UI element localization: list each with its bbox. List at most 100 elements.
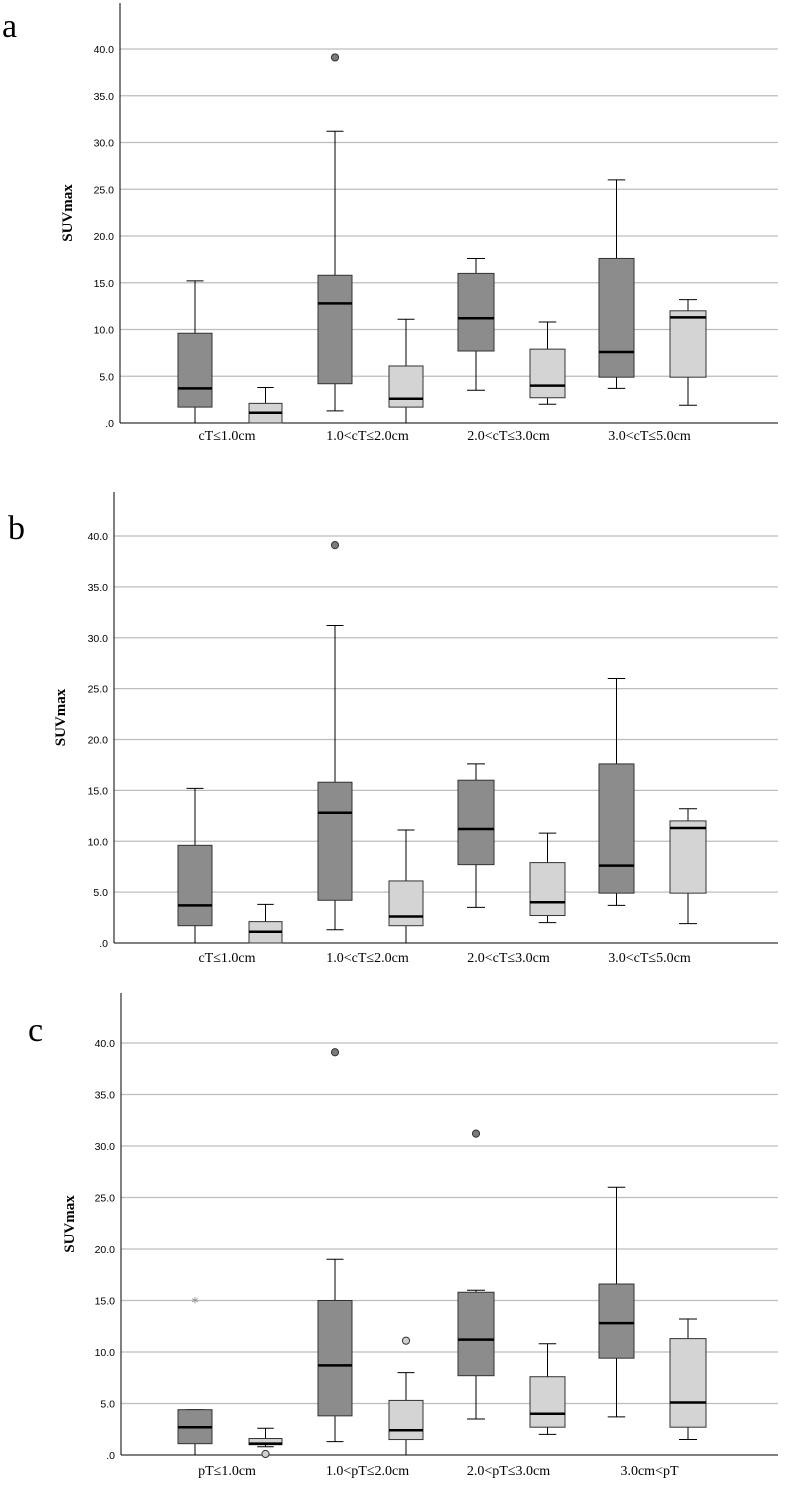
x-tick-label: 1.0<cT≤2.0cm bbox=[326, 429, 409, 444]
box-rect bbox=[388, 880, 424, 927]
outlier-point bbox=[330, 541, 340, 550]
box-dark-0: * bbox=[177, 1296, 213, 1456]
outlier-point bbox=[330, 1048, 340, 1057]
box-dark-1 bbox=[317, 1048, 353, 1443]
outlier-point bbox=[401, 1336, 411, 1345]
outlier-point bbox=[330, 53, 340, 62]
boxplot-a: .0 5.0 10.0 15.0 20.0 25.0 30.0 35.0 40.0 SUVmax c… bbox=[60, 3, 778, 444]
y-axis-label: SUVmax bbox=[53, 688, 69, 746]
y-tick-label: 15.0 bbox=[95, 1296, 116, 1308]
y-tick-label: 15.0 bbox=[88, 785, 109, 797]
box-dark-2 bbox=[457, 257, 495, 391]
box-rect bbox=[457, 272, 495, 352]
y-tick-label: .0 bbox=[99, 938, 108, 950]
y-tick-label: 30.0 bbox=[94, 138, 115, 150]
box-light-3 bbox=[669, 808, 707, 925]
panel-label-c: c bbox=[28, 1012, 44, 1049]
y-tick-label: 35.0 bbox=[88, 582, 109, 594]
box-rect bbox=[529, 1376, 566, 1428]
box-rect bbox=[598, 763, 635, 894]
y-tick-label: 15.0 bbox=[94, 278, 115, 290]
box-dark-2 bbox=[457, 1129, 495, 1420]
x-tick-label: 1.0<cT≤2.0cm bbox=[326, 951, 409, 966]
chart-panel-b: b .0 5.0 10.0 15.0 20.0 25.0 30.0 35.0 40.0 SUVma… bbox=[0, 490, 795, 980]
y-tick-label: 40.0 bbox=[95, 1038, 116, 1050]
x-tick-label: cT≤1.0cm bbox=[198, 951, 255, 966]
box-dark-1 bbox=[317, 541, 353, 931]
y-axis-label: SUVmax bbox=[62, 1195, 78, 1253]
box-light-3 bbox=[669, 1318, 707, 1441]
box-rect bbox=[457, 779, 495, 866]
box-light-1 bbox=[388, 318, 424, 424]
box-rect bbox=[669, 310, 707, 378]
y-tick-label: 25.0 bbox=[94, 184, 115, 196]
y-tick-label: .0 bbox=[105, 418, 114, 430]
y-tick-label: 40.0 bbox=[88, 531, 109, 543]
box-rect bbox=[598, 257, 635, 378]
x-tick-label: 3.0<cT≤5.0cm bbox=[608, 429, 691, 444]
box-rect bbox=[317, 274, 353, 385]
y-tick-label: 30.0 bbox=[95, 1141, 116, 1153]
y-tick-label: 5.0 bbox=[93, 887, 108, 899]
box-light-0 bbox=[248, 903, 283, 944]
x-tick-label: 2.0<pT≤3.0cm bbox=[467, 1464, 550, 1479]
box-rect bbox=[598, 1283, 635, 1359]
extreme-point: * bbox=[192, 1296, 199, 1312]
y-tick-label: 5.0 bbox=[100, 1399, 115, 1411]
box-rect bbox=[669, 820, 707, 894]
box-rect bbox=[177, 332, 213, 408]
box-dark-0 bbox=[177, 787, 213, 944]
x-tick-label: 3.0<cT≤5.0cm bbox=[608, 951, 691, 966]
box-light-2 bbox=[529, 1343, 566, 1435]
chart-panel-a: a .0 5.0 10.0 15.0 20.0 25.0 30.0 35.0 40.0 SUVma… bbox=[0, 0, 795, 490]
y-tick-label: 35.0 bbox=[95, 1090, 116, 1102]
box-rect bbox=[177, 844, 213, 927]
y-tick-label: 20.0 bbox=[94, 231, 115, 243]
y-axis-label: SUVmax bbox=[60, 184, 76, 242]
y-tick-label: 20.0 bbox=[88, 735, 109, 747]
y-tick-label: 30.0 bbox=[88, 633, 109, 645]
x-tick-label: cT≤1.0cm bbox=[198, 429, 255, 444]
box-dark-3 bbox=[598, 677, 635, 906]
y-tick-label: 10.0 bbox=[94, 325, 115, 337]
box-rect bbox=[529, 348, 566, 399]
boxplot-b: .0 5.0 10.0 15.0 20.0 25.0 30.0 35.0 40.0 SUVmax c… bbox=[53, 492, 778, 966]
y-tick-label: 20.0 bbox=[95, 1244, 116, 1256]
outlier-point bbox=[471, 1129, 481, 1138]
box-dark-2 bbox=[457, 763, 495, 908]
x-tick-label: pT≤1.0cm bbox=[198, 1464, 256, 1479]
box-light-2 bbox=[529, 832, 566, 924]
y-tick-label: 10.0 bbox=[95, 1347, 116, 1359]
box-rect bbox=[529, 862, 566, 917]
x-tick-label: 2.0<cT≤3.0cm bbox=[467, 429, 550, 444]
box-rect bbox=[388, 365, 424, 408]
x-tick-label: 1.0<pT≤2.0cm bbox=[326, 1464, 409, 1479]
box-dark-1 bbox=[317, 53, 353, 412]
box-dark-3 bbox=[598, 1186, 635, 1418]
y-tick-label: 5.0 bbox=[99, 371, 114, 383]
box-dark-3 bbox=[598, 179, 635, 389]
y-tick-label: 40.0 bbox=[94, 44, 115, 56]
box-light-1 bbox=[388, 829, 424, 944]
box-dark-0 bbox=[177, 280, 213, 424]
box-light-3 bbox=[669, 299, 707, 406]
box-light-2 bbox=[529, 321, 566, 405]
box-rect bbox=[457, 1291, 495, 1377]
box-rect bbox=[317, 1300, 353, 1417]
y-tick-label: 10.0 bbox=[88, 836, 109, 848]
chart-panel-c: c .0 5.0 10.0 15.0 20.0 25.0 30.0 35.0 40.0 SUVma… bbox=[0, 980, 795, 1487]
boxplot-c: .0 5.0 10.0 15.0 20.0 25.0 30.0 35.0 40.0 SUVmax p… bbox=[62, 993, 778, 1479]
y-tick-label: 25.0 bbox=[95, 1193, 116, 1205]
panel-label-a: a bbox=[2, 8, 18, 45]
box-rect bbox=[317, 781, 353, 901]
x-tick-label: 2.0<cT≤3.0cm bbox=[467, 951, 550, 966]
y-tick-label: 35.0 bbox=[94, 91, 115, 103]
outlier-point bbox=[261, 1449, 270, 1459]
y-tick-label: 25.0 bbox=[88, 684, 109, 696]
box-rect bbox=[388, 1399, 424, 1441]
panel-label-b: b bbox=[8, 510, 25, 547]
box-light-0 bbox=[248, 1427, 283, 1459]
box-light-1 bbox=[388, 1336, 424, 1456]
x-tick-label: 3.0cm<pT bbox=[620, 1464, 678, 1479]
box-rect bbox=[669, 1338, 707, 1428]
